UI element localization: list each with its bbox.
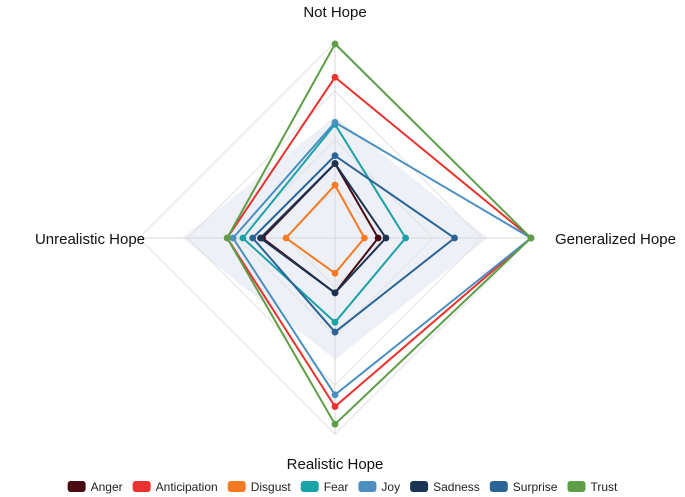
point-anticipation-realistic-hope xyxy=(331,403,339,410)
point-sadness-not-hope xyxy=(331,160,339,167)
series-disgust xyxy=(282,181,368,277)
point-trust-not-hope xyxy=(331,40,339,48)
point-anticipation-not-hope xyxy=(331,73,339,81)
series-surprise xyxy=(249,152,458,336)
series-sadness xyxy=(257,160,390,297)
point-fear-realistic-hope xyxy=(331,318,339,326)
radar-grid xyxy=(138,41,532,435)
legend-label-fear: Fear xyxy=(324,480,349,494)
legend-item-anticipation: Anticipation xyxy=(132,480,218,494)
legend-label-disgust: Disgust xyxy=(251,480,292,494)
legend-item-trust: Trust xyxy=(567,480,618,494)
point-trust-generalized-hope xyxy=(527,234,535,242)
point-disgust-realistic-hope xyxy=(331,269,339,277)
series-trust xyxy=(223,40,535,428)
point-disgust-not-hope xyxy=(331,181,339,189)
legend-item-surprise: Surprise xyxy=(489,480,558,494)
point-trust-realistic-hope xyxy=(331,420,339,428)
point-sadness-generalized-hope xyxy=(382,234,390,242)
point-surprise-unrealistic-hope xyxy=(249,234,257,242)
axis-label-unrealistic-hope: Unrealistic Hope xyxy=(35,231,145,248)
axis-label-realistic-hope: Realistic Hope xyxy=(287,456,384,473)
legend-swatch-fear xyxy=(300,481,319,492)
point-fear-unrealistic-hope xyxy=(239,234,247,242)
legend-label-joy: Joy xyxy=(381,480,400,494)
legend-item-sadness: Sadness xyxy=(410,480,480,494)
radar-series xyxy=(223,40,535,428)
point-sadness-unrealistic-hope xyxy=(257,234,264,242)
legend-swatch-surprise xyxy=(489,481,508,492)
series-joy xyxy=(229,118,535,399)
legend-swatch-trust xyxy=(567,481,586,492)
legend-label-anticipation: Anticipation xyxy=(156,480,218,494)
point-surprise-not-hope xyxy=(331,152,339,160)
legend-item-disgust: Disgust xyxy=(227,480,292,494)
legend-label-anger: Anger xyxy=(91,480,123,494)
legend-swatch-disgust xyxy=(227,481,246,492)
point-joy-realistic-hope xyxy=(331,391,339,399)
point-disgust-generalized-hope xyxy=(361,234,368,242)
legend-swatch-joy xyxy=(358,481,377,492)
legend: Anger Anticipation Disgust Fear Joy Sadness Su… xyxy=(67,480,618,494)
point-disgust-unrealistic-hope xyxy=(282,234,290,242)
point-surprise-generalized-hope xyxy=(451,234,458,242)
legend-item-fear: Fear xyxy=(300,480,349,494)
axis-labels: Not Hope Generalized Hope Realistic Hope Un… xyxy=(35,4,676,473)
point-sadness-realistic-hope xyxy=(331,289,339,297)
legend-item-anger: Anger xyxy=(67,480,123,494)
legend-label-trust: Trust xyxy=(590,480,618,494)
point-trust-unrealistic-hope xyxy=(223,234,231,242)
legend-label-sadness: Sadness xyxy=(433,480,480,494)
legend-swatch-sadness xyxy=(410,481,429,492)
point-fear-generalized-hope xyxy=(402,234,409,242)
point-surprise-realistic-hope xyxy=(331,328,339,336)
point-anger-generalized-hope xyxy=(374,234,382,242)
legend-label-surprise: Surprise xyxy=(513,480,558,494)
axis-label-generalized-hope: Generalized Hope xyxy=(555,231,676,248)
legend-swatch-anticipation xyxy=(132,481,151,492)
point-joy-unrealistic-hope xyxy=(229,234,237,242)
legend-swatch-anger xyxy=(67,481,86,492)
legend-item-joy: Joy xyxy=(358,480,400,494)
point-joy-not-hope xyxy=(331,118,339,126)
axis-label-not-hope: Not Hope xyxy=(303,4,366,21)
